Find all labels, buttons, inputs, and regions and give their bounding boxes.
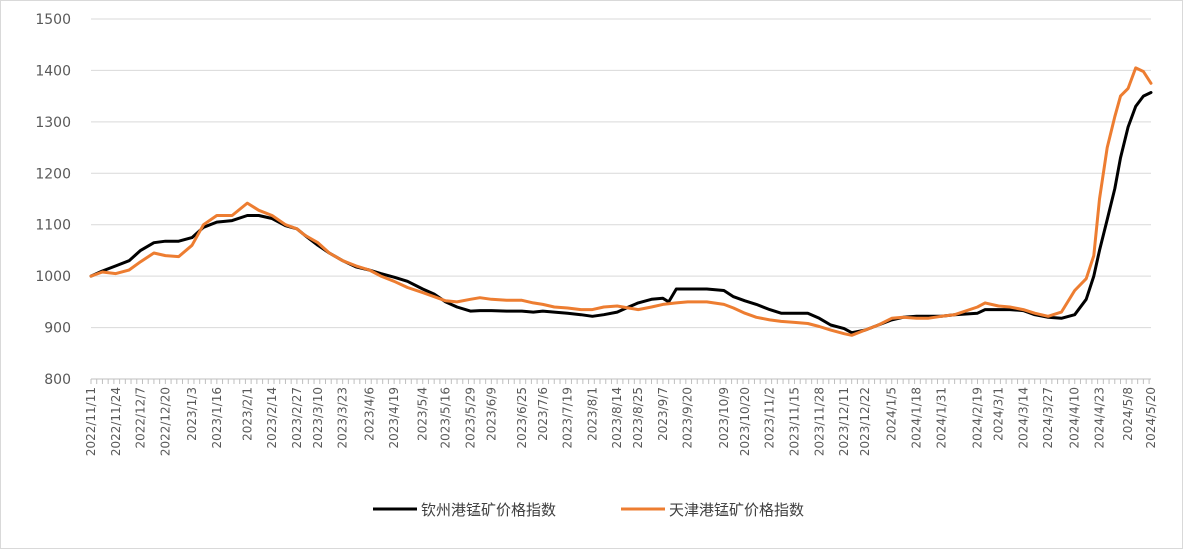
x-tick-label: 2023/10/9 [717, 387, 731, 449]
x-tick-label: 2024/3/27 [1041, 387, 1055, 449]
x-tick-label: 2023/9/7 [656, 387, 670, 441]
x-tick-label: 2024/2/19 [971, 387, 985, 449]
x-tick-label: 2023/7/6 [536, 387, 550, 441]
x-tick-label: 2023/5/29 [463, 387, 477, 449]
legend-label-1: 钦州港锰矿价格指数 [421, 501, 556, 519]
x-tick-label: 2023/11/2 [763, 387, 777, 449]
y-tick-label: 1000 [35, 269, 71, 285]
x-tick-label: 2024/5/20 [1144, 387, 1158, 449]
x-axis: 2022/11/11 2022/11/24 2022/12/7 2022/12/20 2… [84, 379, 1158, 456]
x-tick-label: 2023/8/1 [585, 387, 599, 441]
series-line-2 [89, 66, 1153, 337]
x-tick-label: 2024/5/8 [1121, 387, 1135, 441]
x-tick-label: 2023/4/6 [362, 387, 376, 441]
x-tick-label: 2023/11/28 [812, 387, 826, 456]
legend-label-2: 天津港锰矿价格指数 [669, 501, 804, 519]
x-tick-label: 2024/1/31 [934, 387, 948, 449]
x-tick-label: 2022/11/11 [84, 387, 98, 456]
x-tick-label: 2023/7/19 [561, 387, 575, 449]
x-tick-label: 2024/4/10 [1068, 387, 1082, 449]
x-tick-label: 2023/1/3 [185, 387, 199, 441]
x-tick-label: 2023/6/9 [484, 387, 498, 441]
x-tick-label: 2023/3/23 [336, 387, 350, 449]
x-tick-label: 2023/8/25 [631, 387, 645, 449]
y-tick-label: 800 [44, 372, 71, 388]
y-tick-label: 1100 [35, 218, 71, 234]
y-axis-ticks: 800 900 1000 1100 1200 1300 1400 1500 [35, 12, 71, 388]
x-tick-label: 2023/9/20 [681, 387, 695, 449]
x-tick-label: 2023/3/10 [311, 387, 325, 449]
x-tick-label: 2023/12/11 [837, 387, 851, 456]
series-line-1 [89, 91, 1153, 335]
x-tick-label: 2023/2/27 [290, 387, 304, 449]
y-tick-label: 900 [44, 321, 71, 337]
x-tick-label: 2023/8/14 [610, 387, 624, 449]
x-tick-label: 2022/11/24 [109, 387, 123, 456]
x-tick-label: 2023/10/20 [738, 387, 752, 456]
x-tick-label: 2023/2/1 [240, 387, 254, 441]
y-tick-label: 1400 [35, 63, 71, 79]
series-lines [89, 66, 1153, 337]
y-tick-label: 1300 [35, 115, 71, 131]
gridlines [91, 18, 1151, 380]
x-tick-label: 2023/5/16 [439, 387, 453, 449]
x-tick-label: 2023/4/19 [387, 387, 401, 449]
x-tick-label: 2023/2/14 [265, 387, 279, 449]
x-tick-label: 2023/12/22 [858, 387, 872, 456]
x-tick-label: 2024/3/14 [1016, 387, 1030, 449]
legend: 钦州港锰矿价格指数 天津港锰矿价格指数 [373, 501, 804, 519]
x-tick-label: 2022/12/20 [158, 387, 172, 456]
y-tick-label: 1200 [35, 166, 71, 182]
x-tick-label: 2024/1/18 [910, 387, 924, 449]
x-tick-label: 2024/1/5 [885, 387, 899, 441]
x-tick-label: 2023/6/25 [515, 387, 529, 449]
x-tick-label: 2024/3/1 [991, 387, 1005, 441]
x-tick-label: 2023/5/4 [416, 387, 430, 441]
x-tick-label: 2023/11/15 [787, 387, 801, 456]
x-tick-label: 2024/4/23 [1093, 387, 1107, 449]
y-tick-label: 1500 [35, 12, 71, 28]
x-tick-label: 2022/12/7 [134, 387, 148, 449]
x-tick-label: 2023/1/16 [210, 387, 224, 449]
